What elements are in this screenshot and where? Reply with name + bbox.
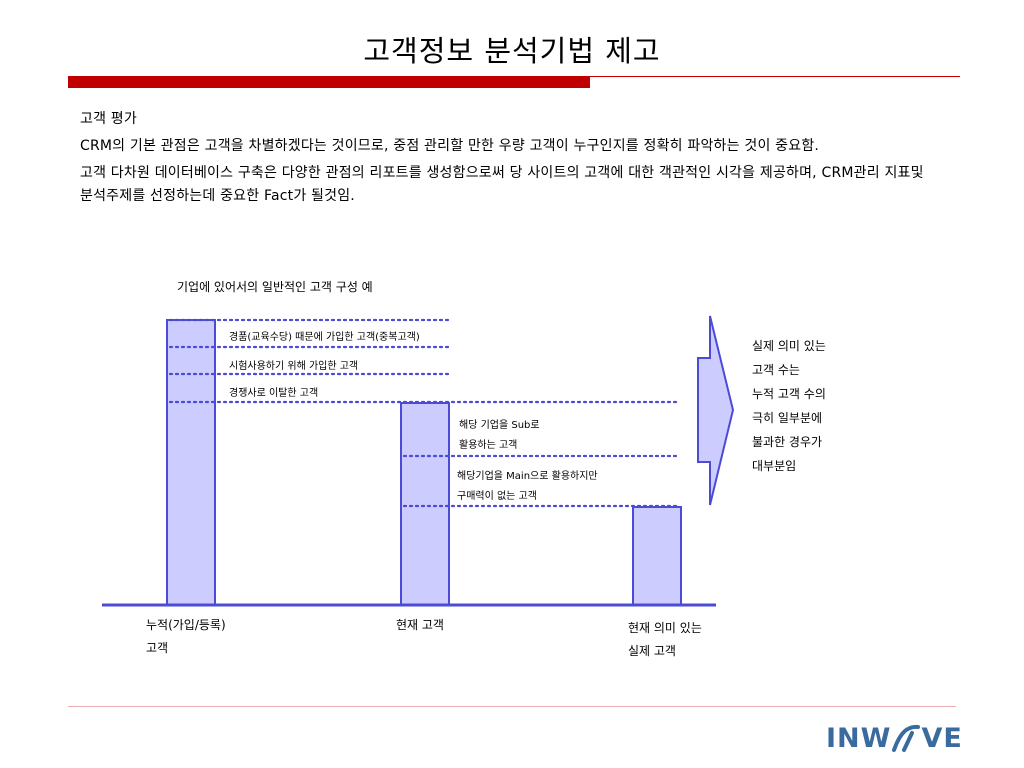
side-note-line: 극히 일부분에	[752, 411, 823, 425]
axis-label-real-line-1: 현재 의미 있는	[628, 621, 702, 635]
company-logo: INW VE	[826, 718, 963, 758]
diagram-caption: 기업에 있어서의 일반적인 고객 구성 예	[177, 280, 373, 294]
side-note: 실제 의미 있는 고객 수는 누적 고객 수의 극히 일부분에 불과한 경우가 …	[752, 334, 826, 478]
label-sub-line2: 활용하는 고객	[459, 440, 518, 451]
guide-lines	[168, 318, 682, 508]
side-note-line: 누적 고객 수의	[752, 387, 826, 401]
bar-current	[400, 402, 450, 606]
paragraph-2: 고객 다차원 데이터베이스 구축은 다양한 관점의 리포트를 생성함으로써 당 …	[80, 165, 924, 204]
label-sub-customers: 해당 기업을 Sub로 활용하는 고객	[459, 416, 540, 456]
bar-cumulative	[166, 319, 216, 606]
section-body: 고객 평가 CRM의 기본 관점은 고객을 차별하겠다는 것이므로, 중점 관리…	[80, 108, 940, 212]
axis-label-real-line-2: 실제 고객	[628, 644, 676, 658]
side-note-line: 불과한 경우가	[752, 435, 823, 449]
paragraph-1: CRM의 기본 관점은 고객을 차별하겠다는 것이므로, 중점 관리할 만한 우…	[80, 138, 820, 154]
label-main-line1: 해당기업을 Main으로 활용하지만	[457, 471, 598, 482]
bar-real	[632, 506, 682, 606]
page-title: 고객정보 분석기법 제고	[363, 34, 661, 68]
label-main-customers: 해당기업을 Main으로 활용하지만 구매력이 없는 고객	[457, 467, 598, 507]
footer-rule	[68, 706, 956, 707]
logo-wave-icon	[892, 724, 921, 752]
title-accent-bar	[68, 77, 590, 88]
axis-label-cumulative-text: 누적(가입/등록) 고객	[146, 614, 226, 660]
axis-label-cumulative-line-2: 고객	[146, 641, 169, 655]
label-duplicate-customers: 경품(교육수당) 때문에 가입한 고객(중복고객)	[229, 332, 420, 343]
label-main-line2: 구매력이 없는 고객	[457, 491, 537, 502]
label-competitor-customers: 경쟁사로 이탈한 고객	[229, 388, 319, 399]
axis-label-real: 현재 의미 있는 실제 고객	[628, 617, 702, 663]
logo-text-left: INW	[826, 722, 892, 754]
side-note-line: 고객 수는	[752, 363, 800, 377]
side-note-line: 실제 의미 있는	[752, 339, 826, 353]
section-heading: 고객 평가	[80, 111, 137, 127]
label-sub-line1: 해당 기업을 Sub로	[459, 420, 540, 431]
axis-label-current: 현재 고객	[396, 618, 444, 632]
axis-label-cumulative-line-1: 누적(가입/등록)	[146, 618, 226, 632]
right-arrow-icon	[697, 315, 735, 506]
logo-text-right: VE	[921, 722, 963, 754]
label-trial-customers: 시험사용하기 위해 가입한 고객	[229, 361, 359, 372]
title-rule	[68, 76, 960, 77]
side-note-line: 대부분임	[752, 459, 797, 473]
